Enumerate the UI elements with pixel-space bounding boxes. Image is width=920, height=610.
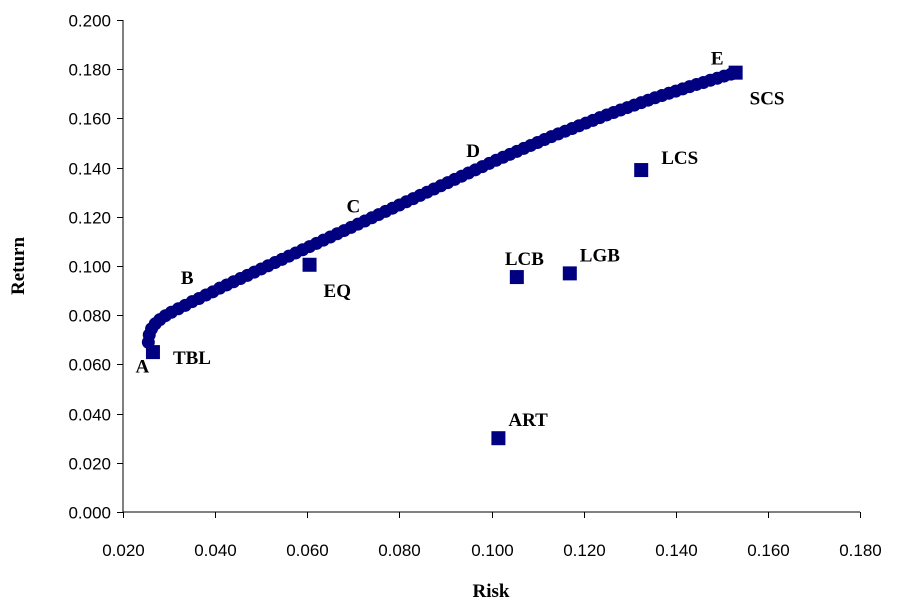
x-tick-label: 0.040 [194, 541, 237, 560]
y-tick-label: 0.040 [68, 406, 111, 425]
y-axis-title: Return [8, 237, 29, 295]
y-tick-label: 0.020 [68, 455, 111, 474]
asset-point-art [491, 431, 506, 446]
asset-point-lcb [509, 270, 524, 285]
asset-label-art: ART [508, 410, 548, 431]
y-tick-label: 0.100 [68, 258, 111, 277]
asset-point-tbl [145, 345, 160, 360]
x-tick-label: 0.140 [655, 541, 698, 560]
asset-label-lcb: LCB [505, 249, 544, 270]
y-tick-label: 0.120 [68, 209, 111, 228]
x-axis-title: Risk [473, 581, 510, 602]
y-tick-label: 0.200 [68, 12, 111, 31]
efficient-frontier-series [141, 66, 743, 349]
frontier-label-a: A [135, 356, 149, 377]
y-tick-label: 0.080 [68, 307, 111, 326]
asset-label-lcs: LCS [661, 148, 698, 169]
asset-label-tbl: TBL [173, 348, 211, 369]
x-tick-label: 0.100 [471, 541, 514, 560]
x-tick-label: 0.060 [286, 541, 329, 560]
x-tick-label: 0.120 [563, 541, 606, 560]
frontier-label-b: B [181, 268, 194, 289]
y-tick-label: 0.160 [68, 110, 111, 129]
asset-point-lcs [634, 163, 649, 178]
point-labels: TBL EQ LCB LGB LCS SCS ART A B C D E [135, 48, 784, 431]
x-tick-label: 0.160 [747, 541, 790, 560]
asset-label-scs: SCS [750, 89, 785, 110]
asset-points [145, 65, 743, 446]
frontier-label-c: C [346, 196, 360, 217]
x-tick-label: 0.180 [839, 541, 882, 560]
x-tick-label: 0.020 [102, 541, 145, 560]
asset-point-lgb [562, 266, 577, 281]
frontier-label-e: E [711, 48, 724, 69]
asset-label-lgb: LGB [580, 245, 620, 266]
x-tick-label: 0.080 [378, 541, 421, 560]
frontier-label-d: D [466, 141, 480, 162]
y-tick-label: 0.180 [68, 61, 111, 80]
y-tick-label: 0.140 [68, 160, 111, 179]
asset-point-scs [728, 65, 743, 80]
asset-label-eq: EQ [324, 281, 351, 302]
y-tick-label: 0.060 [68, 356, 111, 375]
asset-point-eq [302, 257, 317, 272]
y-ticks: 0.000 0.020 0.040 0.060 0.080 0.100 0.120 0.140… [68, 12, 123, 523]
x-ticks: 0.020 0.040 0.060 0.080 0.100 0.120 0.140 0.160… [102, 512, 882, 560]
y-tick-label: 0.000 [68, 504, 111, 523]
